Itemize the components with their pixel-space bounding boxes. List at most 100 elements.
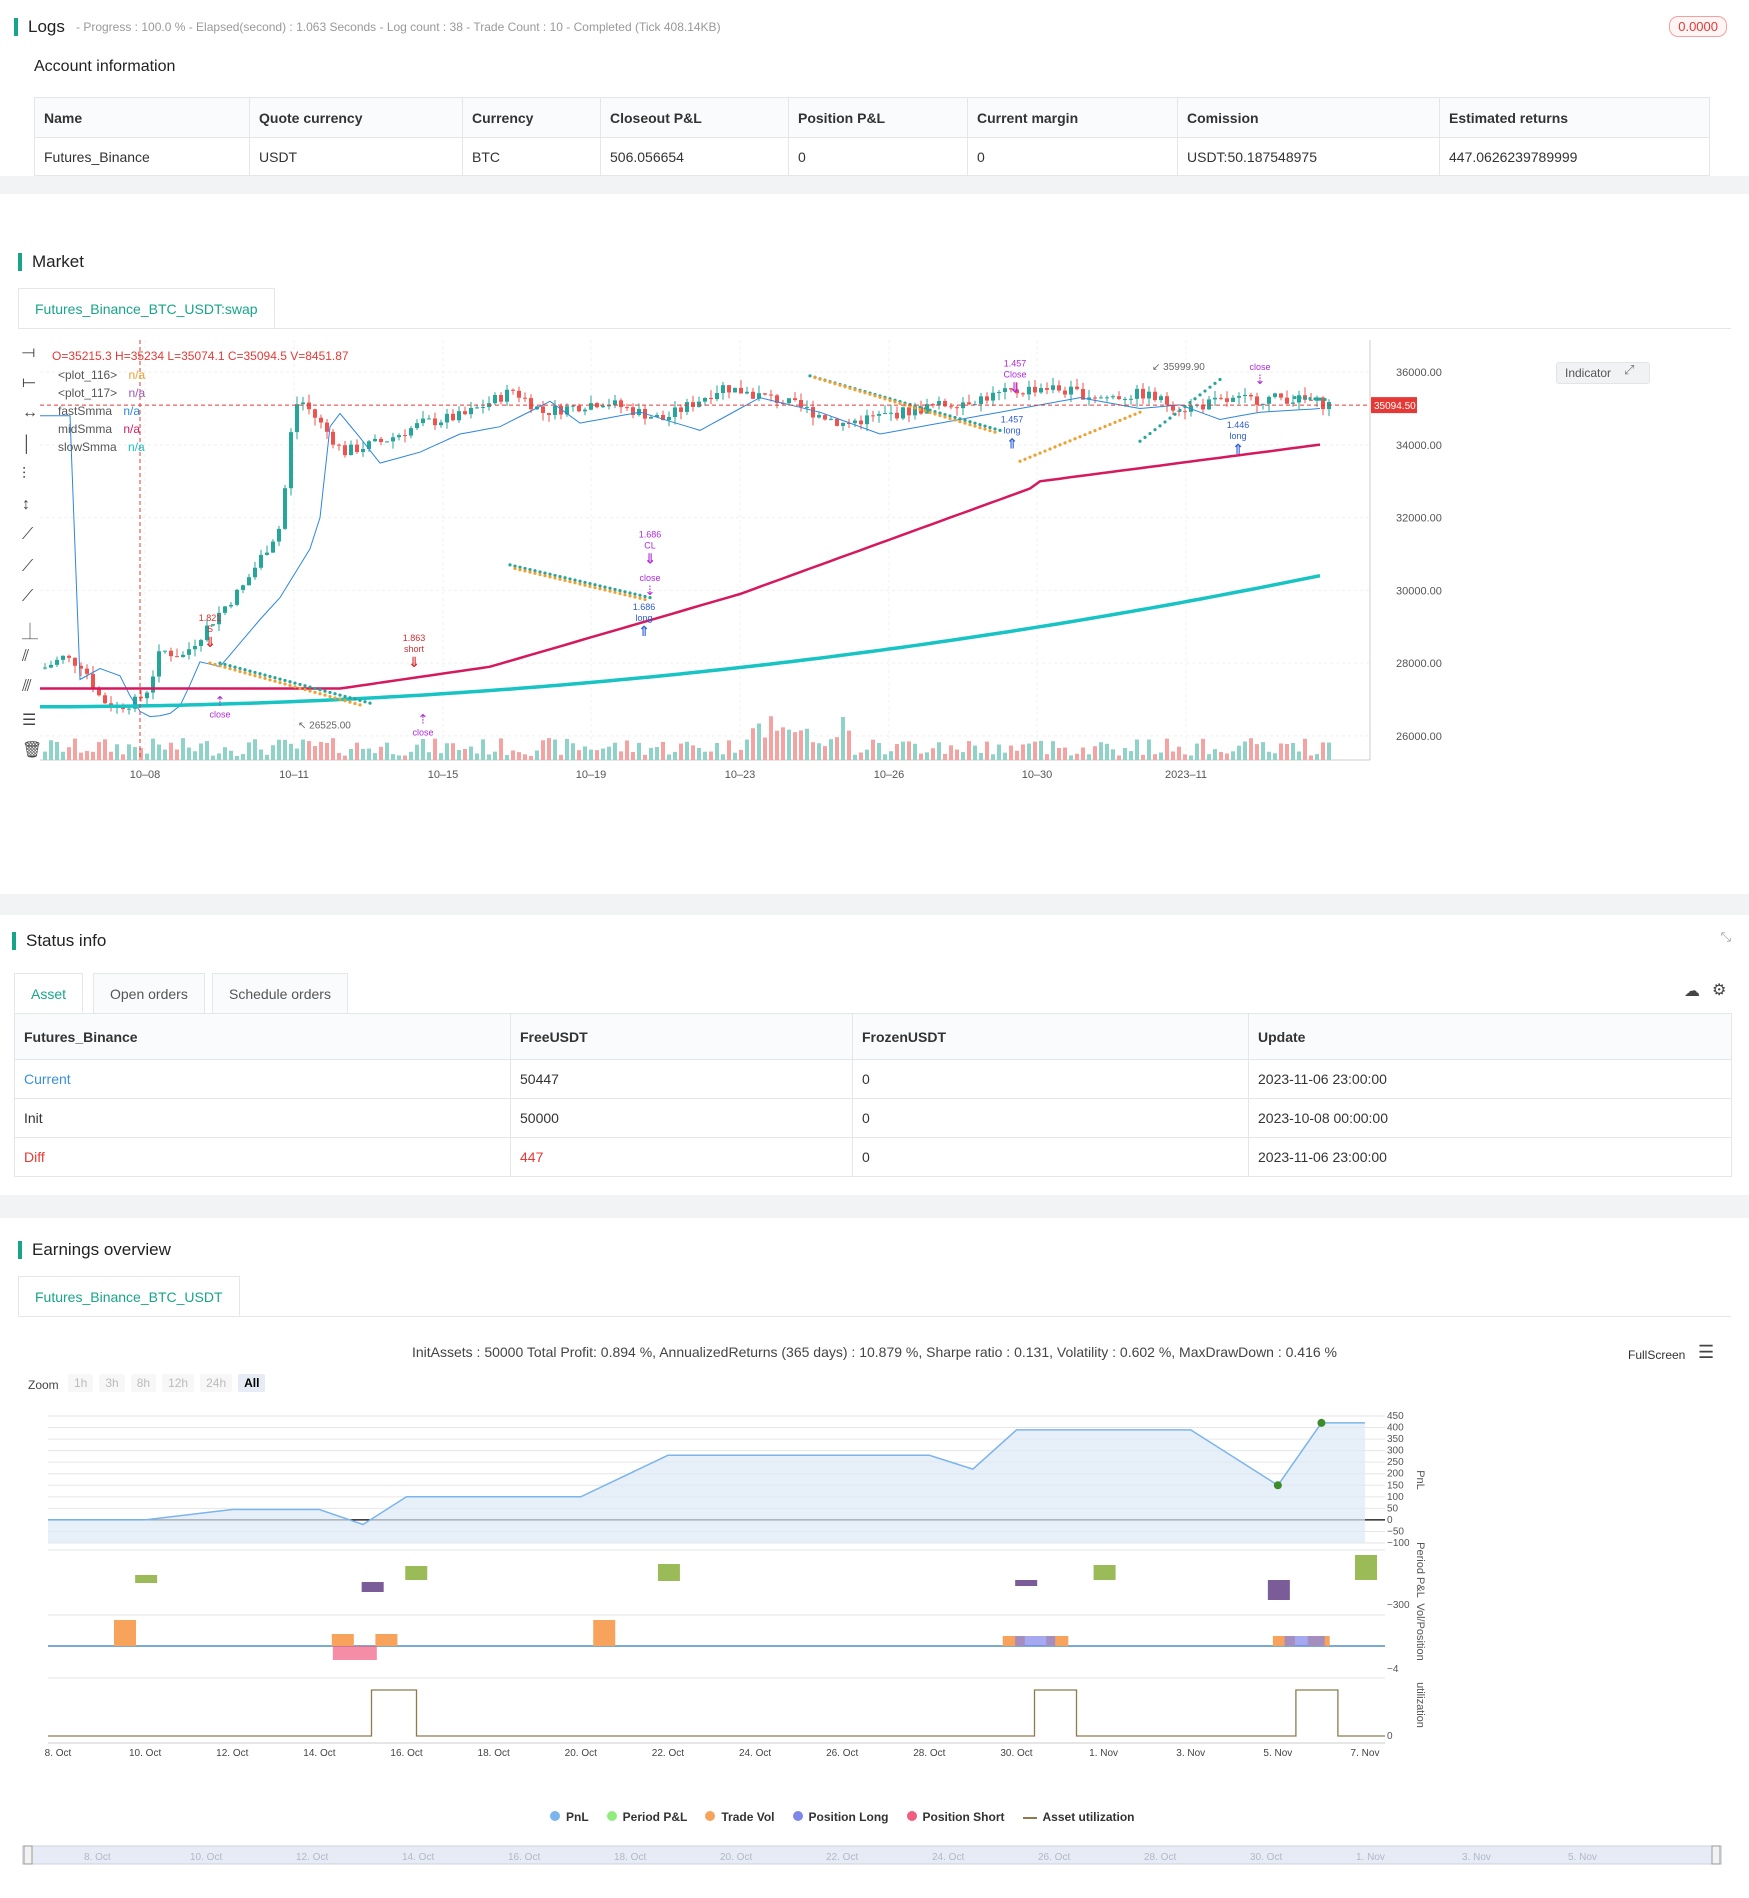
vertical-line-icon[interactable]: │ bbox=[22, 436, 32, 453]
zoom-button-8h[interactable]: 8h bbox=[130, 1374, 157, 1392]
sar-dot bbox=[528, 570, 532, 574]
vertical-ray-icon[interactable]: ↕ bbox=[22, 496, 30, 513]
cloud-download-icon[interactable]: ☁ bbox=[1684, 983, 1700, 1000]
pnl-tick-label: 350 bbox=[1387, 1434, 1404, 1445]
indicator-button[interactable]: Indicator bbox=[1556, 362, 1651, 384]
trend-line-icon[interactable]: ⟋ bbox=[22, 526, 34, 543]
date-tick-label: 10–11 bbox=[279, 769, 309, 781]
volume-bar bbox=[1309, 755, 1313, 760]
volume-bar bbox=[595, 750, 599, 760]
volume-bar bbox=[229, 750, 233, 760]
earnings-panel: Earnings overview Futures_Binance_BTC_US… bbox=[0, 1218, 1749, 1898]
sar-dot bbox=[313, 690, 317, 694]
segment-icon[interactable]: ⟋ bbox=[22, 588, 34, 605]
trash-icon[interactable]: 🗑 bbox=[22, 742, 43, 759]
candle-body bbox=[709, 397, 713, 400]
sar-dot bbox=[973, 421, 977, 425]
price-line-icon[interactable]: ⏊ bbox=[22, 624, 39, 641]
zoom-button-12h[interactable]: 12h bbox=[162, 1374, 195, 1392]
candle-body bbox=[205, 625, 209, 641]
tab-market-symbol[interactable]: Futures_Binance_BTC_USDT:swap bbox=[18, 288, 275, 328]
legend-item[interactable]: <plot_117> n/a bbox=[58, 384, 145, 402]
sar-dot bbox=[948, 416, 952, 421]
legend-item[interactable]: Trade Vol bbox=[705, 1810, 775, 1824]
volume-bar bbox=[373, 753, 377, 760]
volume-bar bbox=[739, 749, 743, 760]
sar-dot bbox=[1118, 418, 1122, 422]
fullscreen-button[interactable]: FullScreen bbox=[1628, 1348, 1686, 1362]
pnl-tick-label: 150 bbox=[1387, 1480, 1404, 1491]
signal-sublabel: long bbox=[635, 613, 652, 623]
close-label: close bbox=[639, 573, 660, 583]
volume-bar bbox=[1135, 739, 1139, 760]
legend-item[interactable]: Period P&L bbox=[606, 1810, 687, 1824]
legend-item[interactable]: midSmma n/a bbox=[58, 420, 145, 438]
legend-item[interactable]: Position Long bbox=[792, 1810, 889, 1824]
sar-dot bbox=[588, 584, 592, 588]
volume-bar bbox=[343, 755, 347, 760]
earnings-chart[interactable]: 450400350300250200150100500−50−100PnLPer… bbox=[20, 1410, 1740, 1860]
sar-dot bbox=[1173, 412, 1177, 416]
volume-bar bbox=[775, 730, 779, 760]
candlestick-chart[interactable]: 36000.00 34000.00 32000.00 30000.00 28000.00… bbox=[40, 340, 1740, 860]
tab-open-orders[interactable]: Open orders bbox=[93, 973, 205, 1013]
parallel-lines-icon[interactable]: ⫽ bbox=[22, 648, 30, 665]
zoom-button-3h[interactable]: 3h bbox=[99, 1374, 125, 1392]
fullscreen-icon[interactable]: ⤡ bbox=[1720, 929, 1731, 944]
tab-earnings-symbol[interactable]: Futures_Binance_BTC_USDT bbox=[18, 1276, 240, 1316]
ray-line-icon[interactable]: ⟋ bbox=[22, 558, 34, 575]
sar-dot bbox=[953, 415, 957, 420]
volume-bar bbox=[319, 741, 323, 760]
candle-body bbox=[451, 413, 455, 421]
zoom-button-24h[interactable]: 24h bbox=[200, 1374, 233, 1392]
sar-dot bbox=[288, 680, 292, 684]
vertical-segment-icon[interactable]: ⫶ bbox=[22, 466, 27, 483]
sar-dot bbox=[308, 689, 312, 693]
zoom-button-1h[interactable]: 1h bbox=[68, 1374, 94, 1392]
volume-bar bbox=[847, 730, 851, 760]
tab-asset[interactable]: Asset bbox=[14, 973, 84, 1013]
axis-title: Period P&L bbox=[1414, 1542, 1426, 1598]
candle-body bbox=[877, 413, 881, 416]
navigator[interactable]: 8. Oct 10. Oct 12. Oct 14. Oct 16. Oct 18. Oc… bbox=[22, 1844, 1722, 1866]
legend-item[interactable]: PnL bbox=[550, 1810, 589, 1824]
multi-line-icon[interactable]: ☰ bbox=[22, 712, 37, 729]
candle-body bbox=[43, 667, 47, 669]
sar-dot bbox=[963, 418, 967, 422]
axis-title: Vol/Position bbox=[1414, 1603, 1426, 1660]
legend-item[interactable]: Position Short bbox=[906, 1810, 1005, 1824]
legend-value: n/a bbox=[120, 404, 141, 418]
trade-vol-bar bbox=[1002, 1636, 1025, 1646]
cell: USDT bbox=[249, 137, 463, 176]
candle-body bbox=[1183, 411, 1187, 413]
candle-body bbox=[253, 567, 257, 578]
earnings-title: Earnings overview bbox=[18, 1241, 171, 1259]
legend-item[interactable]: <plot_116> n/a bbox=[58, 366, 145, 384]
expand-icon[interactable]: ⤢ bbox=[1624, 362, 1635, 377]
volume-bar bbox=[865, 749, 869, 760]
volume-bar bbox=[445, 743, 449, 760]
candle-body bbox=[667, 417, 671, 421]
legend-item[interactable]: slowSmma n/a bbox=[58, 438, 145, 456]
volume-bar bbox=[85, 750, 89, 760]
sar-dot bbox=[328, 694, 332, 699]
horizontal-ray-icon[interactable]: ⟝ bbox=[22, 374, 36, 391]
gear-icon[interactable]: ⚙ bbox=[1712, 982, 1727, 999]
horizontal-line-icon[interactable]: ⟞ bbox=[22, 344, 36, 361]
extended-line-icon[interactable]: ↔ bbox=[22, 404, 38, 421]
candle-body bbox=[691, 402, 695, 407]
legend-item[interactable]: Asset utilization bbox=[1022, 1810, 1135, 1824]
volume-bar bbox=[1093, 746, 1097, 760]
candle-body bbox=[325, 422, 329, 432]
zoom-button-All[interactable]: All bbox=[238, 1374, 266, 1392]
candle-body bbox=[145, 692, 149, 699]
sar-dot bbox=[1303, 396, 1307, 400]
menu-icon[interactable]: ☰ bbox=[1698, 1342, 1715, 1362]
candle-body bbox=[991, 392, 995, 401]
volume-bar bbox=[1297, 751, 1301, 760]
tab-schedule-orders[interactable]: Schedule orders bbox=[212, 973, 348, 1013]
legend-item[interactable]: fastSmma n/a bbox=[58, 402, 145, 420]
fib-lines-icon[interactable]: ⫻ bbox=[22, 678, 32, 695]
sar-dot bbox=[353, 701, 357, 706]
sar-dot bbox=[318, 692, 322, 696]
